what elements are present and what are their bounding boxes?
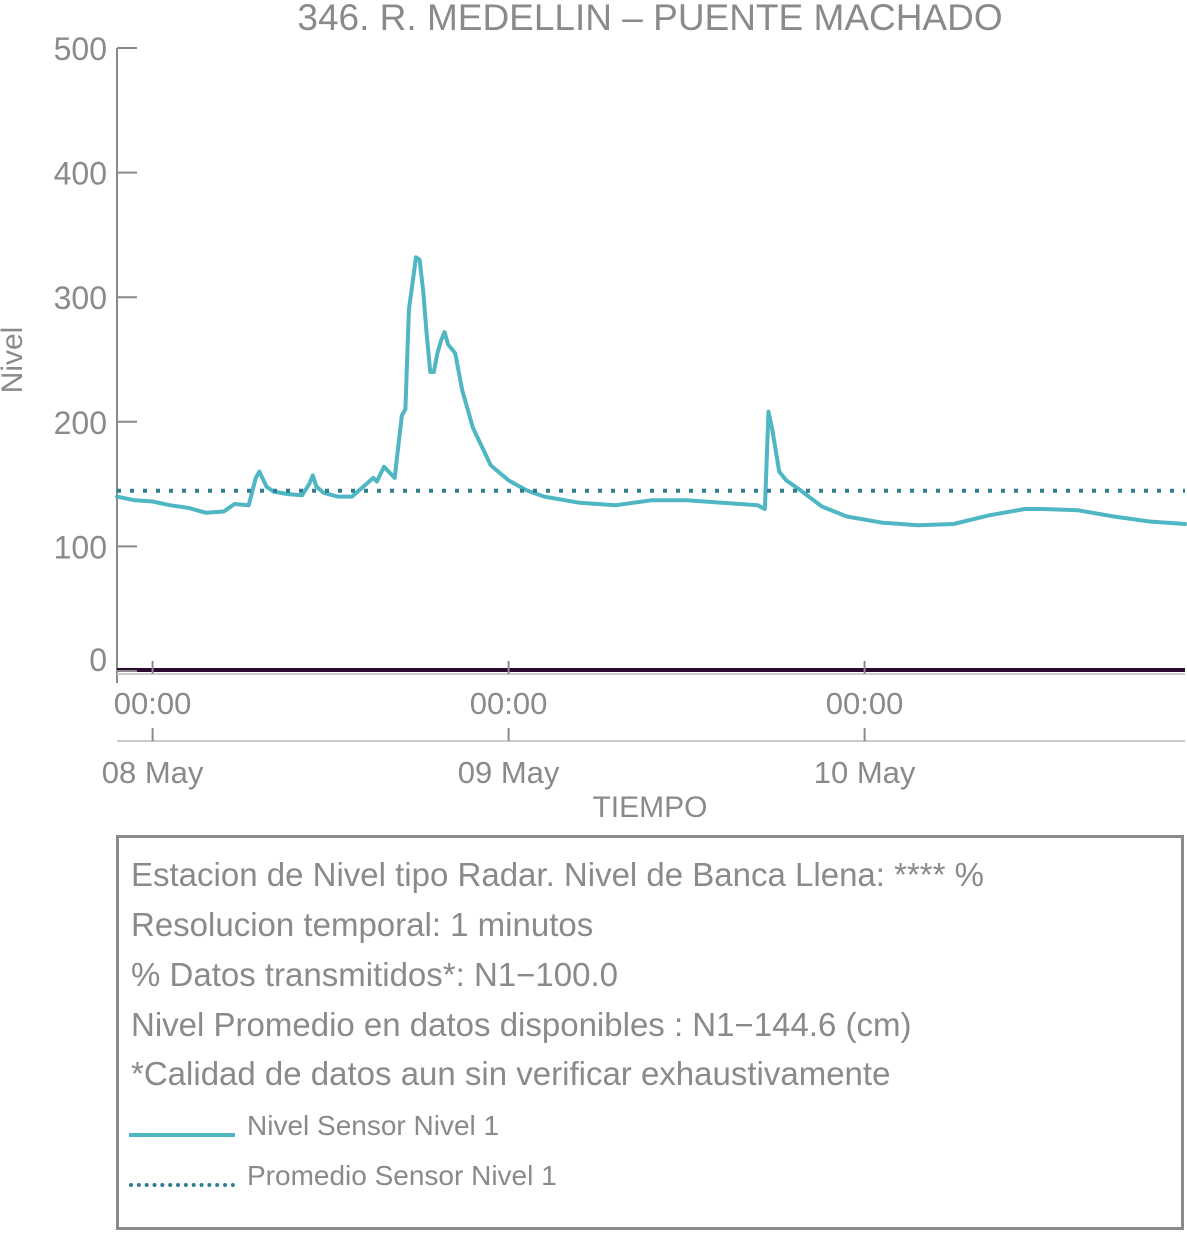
x-tick-time-label: 00:00	[826, 686, 904, 721]
y-tick-label: 300	[54, 280, 107, 316]
legend-solid-line-swatch	[129, 1133, 235, 1137]
x-tick-date-label: 09 May	[458, 755, 560, 790]
y-tick-label: 100	[54, 529, 107, 565]
legend-dotted-line-swatch	[129, 1183, 235, 1187]
x-tick-time-label: 00:00	[470, 686, 548, 721]
y-tick-label: 0	[89, 642, 107, 678]
y-tick-label: 400	[54, 156, 107, 192]
level-series-line	[115, 255, 1187, 528]
info-mean-level: Nivel Promedio en datos disponibles : N1…	[131, 1006, 912, 1043]
info-data-transmitted: % Datos transmitidos*: N1−100.0	[131, 956, 618, 993]
level-chart: 346. R. MEDELLIN – PUENTE MACHADO Nivel …	[0, 0, 1187, 824]
info-quality-note: *Calidad de datos aun sin verificar exha…	[131, 1055, 891, 1092]
series-layer	[115, 255, 1187, 528]
x-tick-date-label: 08 May	[102, 755, 204, 790]
info-station-type: Estacion de Nivel tipo Radar. Nivel de B…	[131, 856, 984, 893]
x-axis-label: TIEMPO	[592, 791, 707, 824]
info-temporal-resolution: Resolucion temporal: 1 minutos	[131, 906, 594, 943]
info-legend-panel: Estacion de Nivel tipo Radar. Nivel de B…	[116, 835, 1184, 1230]
y-tick-label: 200	[54, 405, 107, 441]
legend-label-level: Nivel Sensor Nivel 1	[247, 1110, 500, 1141]
axes	[116, 47, 1185, 742]
x-tick-time-label: 00:00	[114, 686, 192, 721]
x-tick-date-label: 10 May	[814, 755, 916, 790]
y-tick-label: 500	[54, 31, 107, 67]
chart-title: 346. R. MEDELLIN – PUENTE MACHADO	[297, 0, 1002, 38]
y-axis-label: Nivel	[0, 327, 29, 394]
legend-label-mean: Promedio Sensor Nivel 1	[247, 1160, 557, 1191]
tick-labels: 0 100 200 300 400 500 00:00 08 May 00:00 09 May 00…	[54, 31, 916, 790]
